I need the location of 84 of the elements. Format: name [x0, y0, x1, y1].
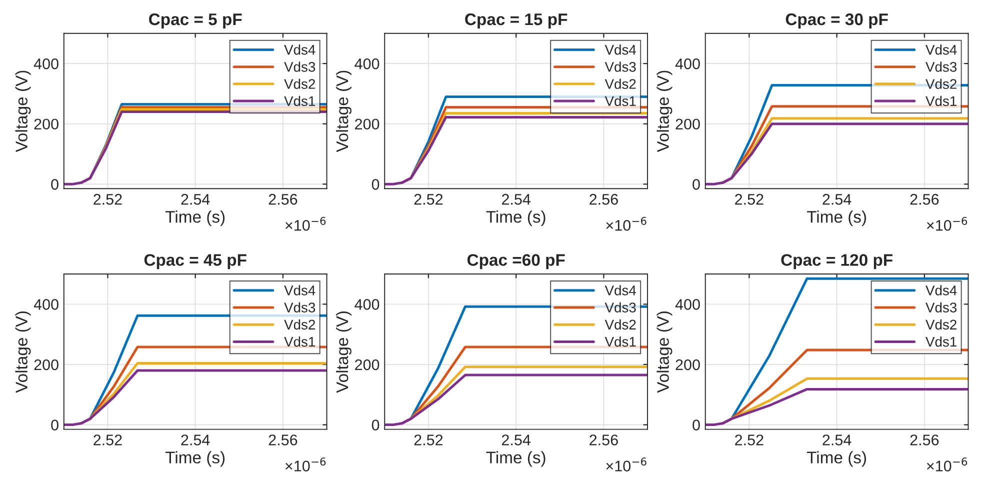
y-axis-title: Voltage (V) — [15, 70, 31, 152]
legend-label: Vds2 — [926, 78, 956, 89]
legend-label: Vds1 — [926, 96, 956, 106]
legend-label: Vds3 — [284, 302, 316, 312]
text: ×10$^{−6}$ — [606, 458, 646, 472]
x-axis-title: Time (s) — [486, 451, 546, 467]
y-tick-label: 200 — [34, 118, 58, 130]
x-tick-label: 2.56 — [268, 434, 298, 446]
legend-label: Vds4 — [926, 44, 957, 55]
x-tick-label: 2.56 — [910, 194, 939, 205]
y-tick-label: 400 — [354, 299, 380, 310]
x-axis-title: Time (s) — [165, 210, 225, 226]
legend-label: Vds1 — [604, 96, 636, 106]
legend-label: Vds2 — [284, 319, 315, 330]
legend-label: Vds2 — [604, 78, 636, 89]
legend-label: Vds4 — [604, 285, 636, 296]
x-tick-label: 2.54 — [181, 194, 210, 205]
y-tick-label: 400 — [675, 299, 700, 310]
y-tick-label: 400 — [354, 58, 380, 70]
y-tick-label: 0 — [372, 420, 380, 430]
legend-label: Vds4 — [926, 285, 957, 296]
x-tick-label: 2.52 — [94, 194, 122, 205]
legend-label: Vds3 — [926, 302, 957, 312]
legend-label: Vds4 — [284, 44, 316, 55]
x-tick-label: 2.52 — [735, 194, 764, 205]
chart-title: Cpac = 30 pF — [786, 13, 888, 29]
legend-label: Vds1 — [284, 96, 315, 106]
y-axis-title: Voltage (V) — [656, 70, 672, 152]
x-tick-label: 2.56 — [590, 434, 618, 446]
x-tick-label: 2.54 — [181, 434, 210, 446]
x-tick-label: 2.52 — [414, 434, 443, 446]
chart-title: Cpac = 15 pF — [465, 13, 568, 29]
x-tick-label: 2.56 — [268, 194, 298, 205]
y-axis-title: Voltage (V) — [15, 311, 31, 393]
legend-label: Vds1 — [926, 336, 956, 347]
y-tick-label: 200 — [355, 359, 380, 370]
legend-label: Vds1 — [604, 336, 636, 347]
x-axis-title: Time (s) — [486, 210, 546, 226]
x-tick-label: 2.54 — [822, 434, 852, 446]
chart-title: Cpac = 5 pF — [149, 13, 242, 29]
text: ×10$^{−6}$ — [286, 216, 326, 231]
chart-title: Cpac = 45 pF — [144, 254, 246, 270]
x-tick-label: 2.56 — [910, 434, 939, 446]
y-tick-label: 200 — [355, 118, 380, 130]
x-axis-title: Time (s) — [806, 210, 866, 226]
legend-label: Vds2 — [284, 78, 315, 89]
y-axis-title: Voltage (V) — [336, 70, 352, 152]
text: ×10$^{−6}$ — [606, 216, 646, 231]
y-tick-label: 400 — [675, 58, 700, 70]
legend-label: Vds2 — [926, 319, 956, 330]
text: ×10$^{−6}$ — [926, 216, 968, 231]
chart-title: Cpac =60 pF — [467, 254, 565, 270]
legend-label: Vds3 — [926, 62, 957, 72]
legend-label: Vds4 — [604, 44, 636, 55]
x-tick-label: 2.54 — [502, 194, 530, 205]
x-tick-label: 2.52 — [414, 194, 443, 205]
x-tick-label: 2.54 — [822, 194, 852, 205]
y-tick-label: 200 — [676, 359, 700, 370]
y-tick-label: 200 — [676, 118, 700, 130]
y-tick-label: 0 — [372, 178, 380, 190]
text: ×10$^{−6}$ — [926, 458, 968, 472]
y-axis-title: Voltage (V) — [656, 311, 672, 393]
x-tick-label: 2.56 — [590, 194, 618, 205]
legend-label: Vds4 — [284, 285, 316, 296]
x-tick-label: 2.52 — [94, 434, 122, 446]
legend-label: Vds3 — [604, 62, 636, 72]
chart-title: Cpac = 120 pF — [781, 254, 892, 270]
y-tick-label: 400 — [34, 299, 58, 310]
legend-label: Vds3 — [604, 302, 636, 312]
y-tick-label: 0 — [51, 420, 58, 430]
y-tick-label: 0 — [692, 420, 700, 430]
legend-label: Vds2 — [604, 319, 636, 330]
y-tick-label: 400 — [34, 58, 58, 70]
y-tick-label: 0 — [51, 178, 58, 190]
y-tick-label: 200 — [34, 359, 58, 370]
x-axis-title: Time (s) — [165, 451, 225, 467]
text: ×10$^{−6}$ — [286, 458, 326, 472]
y-tick-label: 0 — [692, 178, 700, 190]
x-tick-label: 2.54 — [502, 434, 530, 446]
legend-label: Vds3 — [284, 62, 316, 72]
y-axis-title: Voltage (V) — [336, 311, 352, 393]
legend-label: Vds1 — [284, 336, 315, 347]
x-tick-label: 2.52 — [735, 434, 764, 446]
x-axis-title: Time (s) — [806, 451, 866, 467]
